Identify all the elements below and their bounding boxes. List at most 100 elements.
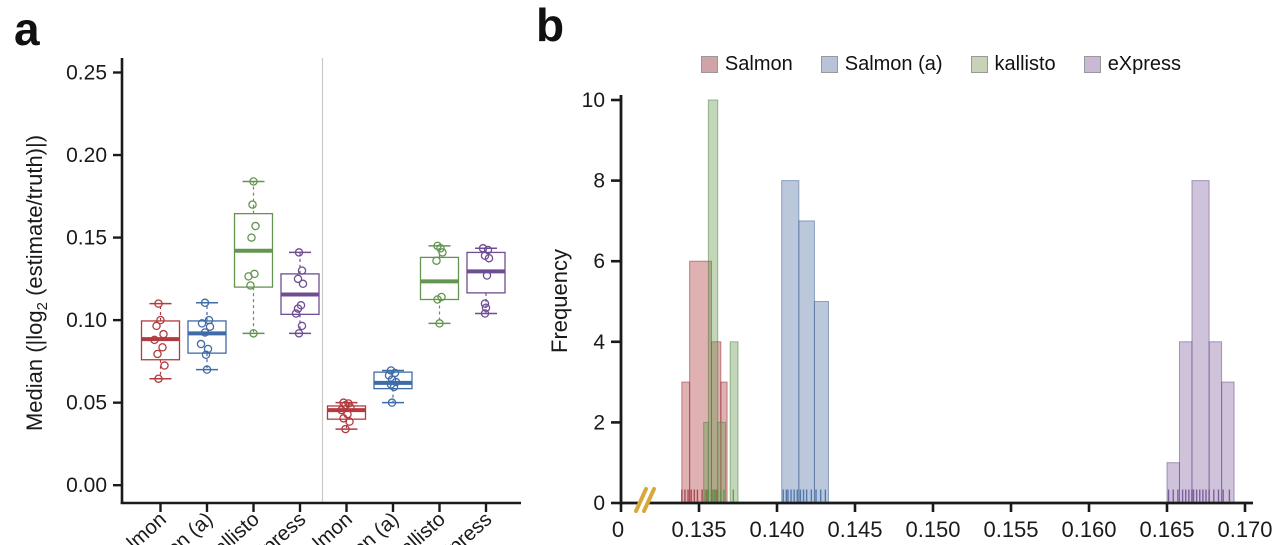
data-point — [156, 315, 165, 325]
y-tick-label: 0 — [593, 492, 605, 515]
box-kallisto-right — [419, 241, 460, 328]
axis-break-slash — [642, 487, 656, 513]
panel-a-boxplot: 0.00 0.05 0.10 0.15 0.20 0.25 Median (|log2 (e… — [22, 58, 521, 545]
iqr-box — [373, 371, 413, 390]
data-point — [339, 398, 348, 407]
data-point — [294, 329, 304, 338]
hist-bar — [1191, 180, 1210, 504]
data-point — [249, 177, 258, 186]
x-tick-label: 0.170 — [1217, 517, 1272, 542]
data-point — [248, 200, 257, 209]
hist-bar — [813, 301, 829, 504]
data-point — [196, 339, 206, 349]
x-tick-label: 0.150 — [905, 517, 960, 542]
x-tick-label: 0.160 — [1061, 517, 1116, 542]
x-tick-label: 0.140 — [749, 517, 804, 542]
hist-express — [1166, 180, 1235, 504]
data-point — [484, 253, 494, 263]
x-category-label: Salmon — [104, 508, 171, 545]
hist-bar — [798, 220, 815, 504]
data-point — [481, 303, 491, 312]
hist-bar — [1178, 341, 1193, 504]
y-tick-label: 2 — [593, 411, 605, 434]
panel-a-label: a — [14, 3, 40, 55]
legend-item-express: eXpress — [1083, 52, 1182, 76]
axis-break-icon — [634, 487, 656, 513]
box-salmona-left — [187, 298, 227, 374]
data-point — [438, 248, 447, 257]
iqr-box — [419, 256, 460, 301]
data-point — [203, 344, 213, 354]
legend-item-salmona: Salmon (a) — [820, 53, 943, 76]
legend-swatch — [970, 55, 988, 73]
y-tick-label: 0.20 — [66, 144, 107, 167]
y-tick-label: 10 — [582, 89, 605, 112]
hist-bar — [1208, 341, 1223, 504]
y-tick-label: 0.10 — [66, 309, 107, 332]
data-point — [482, 271, 492, 280]
data-point — [298, 279, 308, 289]
y-tick-label: 0.25 — [66, 62, 107, 85]
data-point — [205, 322, 215, 331]
data-point — [435, 319, 444, 328]
y-axis-title: Median (|log2 (estimate/truth)|) — [22, 135, 51, 431]
hist-bar — [707, 99, 719, 504]
x-tick-label: 0.155 — [983, 517, 1038, 542]
data-point — [249, 329, 258, 338]
data-point — [389, 382, 399, 392]
data-point — [158, 343, 167, 352]
axis-break-slash — [634, 487, 648, 513]
hist-bar — [1221, 381, 1235, 504]
data-point — [297, 266, 307, 275]
y-tick-label: 4 — [593, 331, 605, 354]
data-point — [341, 424, 350, 434]
panel-b-histogram: 0 2 4 6 8 10 Frequency 0 0.135 0.140 0.145 0.150 0.1… — [547, 89, 1273, 542]
x-tick-label: 0.145 — [827, 517, 882, 542]
data-point — [345, 417, 354, 426]
axis-break-gap — [637, 487, 654, 513]
data-point — [433, 295, 442, 304]
data-point — [246, 281, 255, 290]
data-point — [247, 233, 256, 242]
y-tick-label: 0.00 — [66, 474, 107, 497]
data-point — [436, 244, 445, 253]
legend-label: kallisto — [994, 52, 1056, 75]
data-point — [480, 309, 490, 318]
data-point — [200, 328, 210, 337]
legend-label: eXpress — [1107, 52, 1182, 75]
data-point — [244, 272, 253, 281]
data-point — [197, 319, 207, 328]
box-salmon-left — [140, 299, 181, 383]
legend-label: Salmon — [724, 52, 793, 75]
hist-bar — [703, 421, 709, 504]
data-point — [251, 221, 260, 231]
data-point — [154, 299, 163, 308]
hist-bar — [681, 381, 691, 504]
data-point — [291, 309, 301, 318]
legend-swatch — [1083, 55, 1101, 73]
box-express-left — [280, 248, 320, 338]
data-point — [160, 361, 169, 370]
data-point — [337, 405, 346, 415]
hist-bar — [781, 180, 800, 504]
data-point — [387, 398, 397, 407]
legend-item-kallisto: kallisto — [970, 52, 1056, 76]
box-salmona-right — [373, 366, 413, 407]
x-tick-label: 0.135 — [671, 517, 726, 542]
box-kallisto-left — [233, 177, 274, 338]
data-point — [201, 350, 211, 360]
data-point — [297, 321, 307, 331]
x-tick-label-zero: 0 — [612, 517, 624, 542]
y-tick-label: 0.15 — [66, 227, 107, 250]
y-tick-label: 0.05 — [66, 392, 107, 415]
legend-swatch — [820, 55, 838, 73]
legend-swatch — [700, 55, 718, 73]
data-point — [150, 335, 159, 345]
data-point — [480, 299, 490, 308]
hist-salmona — [781, 180, 829, 504]
data-point — [391, 377, 401, 387]
data-point — [293, 274, 303, 284]
data-point — [432, 256, 441, 265]
